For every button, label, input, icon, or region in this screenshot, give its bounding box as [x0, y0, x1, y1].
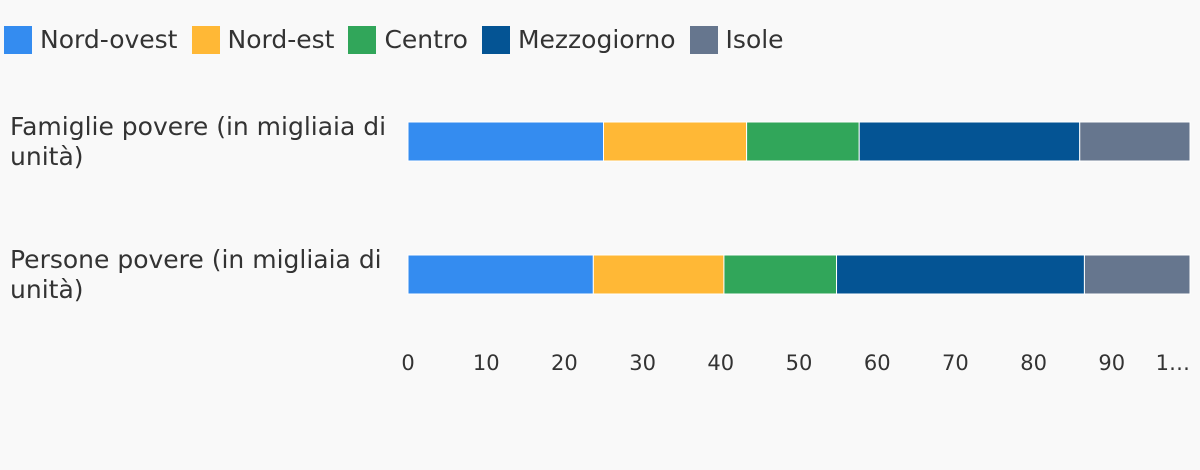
legend-label: Nord-est — [227, 25, 335, 54]
legend-label: Mezzogiorno — [517, 25, 676, 54]
x-tick-label: 20 — [551, 351, 578, 375]
x-tick-label: 10 — [473, 351, 500, 375]
legend-label: Isole — [725, 25, 784, 54]
bars — [407, 121, 1191, 295]
category-label: Persone povere (in migliaia di unità) — [10, 245, 382, 304]
bar-segment[interactable] — [603, 121, 748, 162]
bar-segment[interactable] — [1079, 121, 1191, 162]
bar-segment[interactable] — [407, 254, 594, 295]
chart-legend: Nord-ovest Nord-est Centro Mezzogiorno Isole — [4, 22, 798, 58]
x-tick-label: 50 — [786, 351, 813, 375]
x-tick-label: 0 — [401, 351, 414, 375]
legend-item[interactable]: Isole — [689, 22, 784, 58]
legend-item[interactable]: Nord-ovest — [4, 22, 178, 58]
bar-segment[interactable] — [1083, 254, 1191, 295]
legend-label: Nord-ovest — [40, 25, 178, 54]
x-tick-label: 60 — [864, 351, 891, 375]
legend-item[interactable]: Mezzogiorno — [481, 22, 676, 58]
bar-segment[interactable] — [407, 121, 604, 162]
x-tick-label: 30 — [629, 351, 656, 375]
legend-item[interactable]: Nord-est — [191, 22, 335, 58]
legend-label: Centro — [384, 25, 468, 54]
x-tick-label: 90 — [1098, 351, 1125, 375]
x-tick-label: 70 — [942, 351, 969, 375]
bar-segment[interactable] — [723, 254, 838, 295]
bar-segment[interactable] — [592, 254, 725, 295]
legend-swatch — [191, 26, 220, 54]
bar-segment[interactable] — [746, 121, 860, 162]
bar-segment[interactable] — [836, 254, 1085, 295]
legend-swatch — [4, 26, 32, 54]
category-labels: Famiglie povere (in migliaia di unità) Per… — [10, 112, 386, 304]
legend-swatch — [348, 26, 377, 54]
legend-swatch — [689, 26, 718, 54]
x-tick-label: 40 — [707, 351, 734, 375]
legend-item[interactable]: Centro — [348, 22, 468, 58]
x-axis-ticks: 0 10 20 30 40 50 60 70 80 90 1… — [401, 351, 1190, 375]
legend-swatch — [481, 26, 510, 54]
x-tick-label: 80 — [1020, 351, 1047, 375]
category-label: Famiglie povere (in migliaia di unità) — [10, 112, 386, 171]
x-tick-label: 1… — [1156, 351, 1190, 375]
bar-segment[interactable] — [858, 121, 1081, 162]
